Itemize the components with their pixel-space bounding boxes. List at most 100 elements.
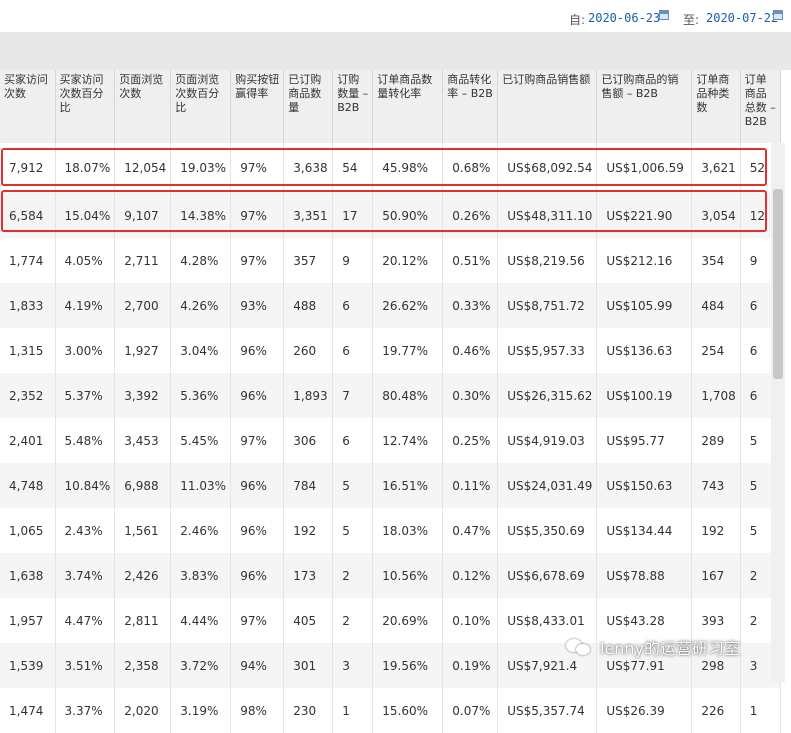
table-cell: US$5,350.69: [497, 508, 598, 553]
table-cell: 97%: [230, 418, 285, 463]
table-cell: 0.10%: [442, 598, 499, 643]
table-cell: 3.00%: [55, 328, 116, 373]
table-cell: 230: [283, 688, 334, 733]
vertical-scrollbar[interactable]: [771, 143, 785, 682]
table-cell: 7: [332, 373, 374, 418]
table-header-row: 买家访问次数 买家访问次数百分比 页面浏览次数 页面浏览次数百分比 购买按钮赢得率 已订购…: [0, 70, 781, 143]
column-header[interactable]: 页面浏览次数百分比: [170, 70, 232, 143]
table-cell: US$8,219.56: [497, 238, 598, 283]
table-row: 1,638 3.74% 2,426 3.83% 96% 173 2 10.56% 0.12% US…: [0, 553, 781, 598]
table-cell: 1,708: [691, 373, 741, 418]
table-cell: 354: [691, 238, 741, 283]
table-cell: US$150.63: [596, 463, 693, 508]
column-header[interactable]: 买家访问次数百分比: [55, 70, 116, 143]
table-cell: 2,020: [114, 688, 172, 733]
table-cell: US$212.16: [596, 238, 693, 283]
column-header[interactable]: 订单商品种类数: [691, 70, 741, 143]
table-cell: 0.46%: [442, 328, 499, 373]
table-cell: 2,700: [114, 283, 172, 328]
table-cell: 3: [332, 643, 374, 688]
table-cell: 20.12%: [372, 238, 444, 283]
table-cell: 96%: [230, 373, 285, 418]
table-cell: 5.45%: [170, 418, 232, 463]
calendar-icon[interactable]: [773, 10, 783, 20]
table-cell: 80.48%: [372, 373, 444, 418]
table-cell: 3.19%: [170, 688, 232, 733]
table-cell: 97%: [230, 238, 285, 283]
column-header[interactable]: 订单商品数量转化率: [372, 70, 444, 143]
table-cell: US$8,433.01: [497, 598, 598, 643]
column-header[interactable]: 订购数量 – B2B: [332, 70, 374, 143]
table-cell: US$100.19: [596, 373, 693, 418]
table-cell: 3,392: [114, 373, 172, 418]
table-cell: 6: [332, 418, 374, 463]
table-cell: US$105.99: [596, 283, 693, 328]
table-cell: 1,315: [0, 328, 56, 373]
table-cell: 94%: [230, 643, 285, 688]
table-cell: 6: [332, 283, 374, 328]
table-cell: 2,811: [114, 598, 172, 643]
table-cell: 96%: [230, 463, 285, 508]
table-cell: 1: [740, 688, 781, 733]
date-to-value[interactable]: 2020-07-22: [706, 11, 779, 25]
table-cell: US$136.63: [596, 328, 693, 373]
table-cell: 2.46%: [170, 508, 232, 553]
table-cell: 5: [332, 508, 374, 553]
table-cell: 96%: [230, 553, 285, 598]
table-row: 2,352 5.37% 3,392 5.36% 96% 1,893 7 80.48% 0.30%…: [0, 373, 781, 418]
table-cell: US$78.88: [596, 553, 693, 598]
table-cell: 18.03%: [372, 508, 444, 553]
date-range-bar: 自: 2020-06-23 至: 2020-07-22: [0, 0, 791, 32]
date-to-label: 至:: [683, 13, 700, 27]
table-cell: 3.51%: [55, 643, 116, 688]
table-cell: 0.12%: [442, 553, 499, 598]
table-cell: 12.74%: [372, 418, 444, 463]
column-header[interactable]: 已订购商品销售额: [497, 70, 598, 143]
table-cell: 96%: [230, 508, 285, 553]
table-cell: US$6,678.69: [497, 553, 598, 598]
table-cell: 2,358: [114, 643, 172, 688]
table-cell: 6: [332, 328, 374, 373]
table-row: 1,833 4.19% 2,700 4.26% 93% 488 6 26.62% 0.33% US…: [0, 283, 781, 328]
table-cell: 19.77%: [372, 328, 444, 373]
table-cell: 0.47%: [442, 508, 499, 553]
table-cell: 784: [283, 463, 334, 508]
table-cell: US$24,031.49: [497, 463, 598, 508]
column-header[interactable]: 订单商品总数 – B2B: [740, 70, 781, 143]
table-cell: US$77.91: [596, 643, 693, 688]
table-cell: 10.84%: [55, 463, 116, 508]
table-cell: 0.11%: [442, 463, 499, 508]
column-header[interactable]: 已订购商品数量: [283, 70, 334, 143]
table-cell: US$43.28: [596, 598, 693, 643]
table-cell: 393: [691, 598, 741, 643]
column-header[interactable]: 商品转化率 – B2B: [442, 70, 499, 143]
table-cell: 93%: [230, 283, 285, 328]
column-header[interactable]: 已订购商品的销售额 – B2B: [596, 70, 693, 143]
column-header[interactable]: 页面浏览次数: [114, 70, 172, 143]
table-cell: US$8,751.72: [497, 283, 598, 328]
table-row: 1,474 3.37% 2,020 3.19% 98% 230 1 15.60% 0.07% US…: [0, 688, 781, 733]
table-cell: 98%: [230, 688, 285, 733]
table-cell: 2,426: [114, 553, 172, 598]
table-cell: US$26.39: [596, 688, 693, 733]
toolbar-band: [0, 32, 791, 70]
wechat-icon: [566, 637, 594, 657]
scrollbar-thumb[interactable]: [773, 189, 783, 379]
column-header[interactable]: 购买按钮赢得率: [230, 70, 285, 143]
table-cell: 743: [691, 463, 741, 508]
table-cell: 254: [691, 328, 741, 373]
column-header[interactable]: 买家访问次数: [0, 70, 56, 143]
calendar-icon[interactable]: [659, 10, 669, 20]
table-cell: 2.43%: [55, 508, 116, 553]
date-from-value[interactable]: 2020-06-23: [588, 11, 661, 25]
date-from-label: 自:: [569, 13, 586, 27]
table-cell: 20.69%: [372, 598, 444, 643]
table-cell: 2,711: [114, 238, 172, 283]
table-cell: 260: [283, 328, 334, 373]
table-cell: 1,957: [0, 598, 56, 643]
table-row: 4,748 10.84% 6,988 11.03% 96% 784 5 16.51% 0.11%…: [0, 463, 781, 508]
highlight-box-row-1: [1, 148, 767, 186]
table-cell: 1: [332, 688, 374, 733]
table-cell: 5.36%: [170, 373, 232, 418]
table-cell: 1,474: [0, 688, 56, 733]
